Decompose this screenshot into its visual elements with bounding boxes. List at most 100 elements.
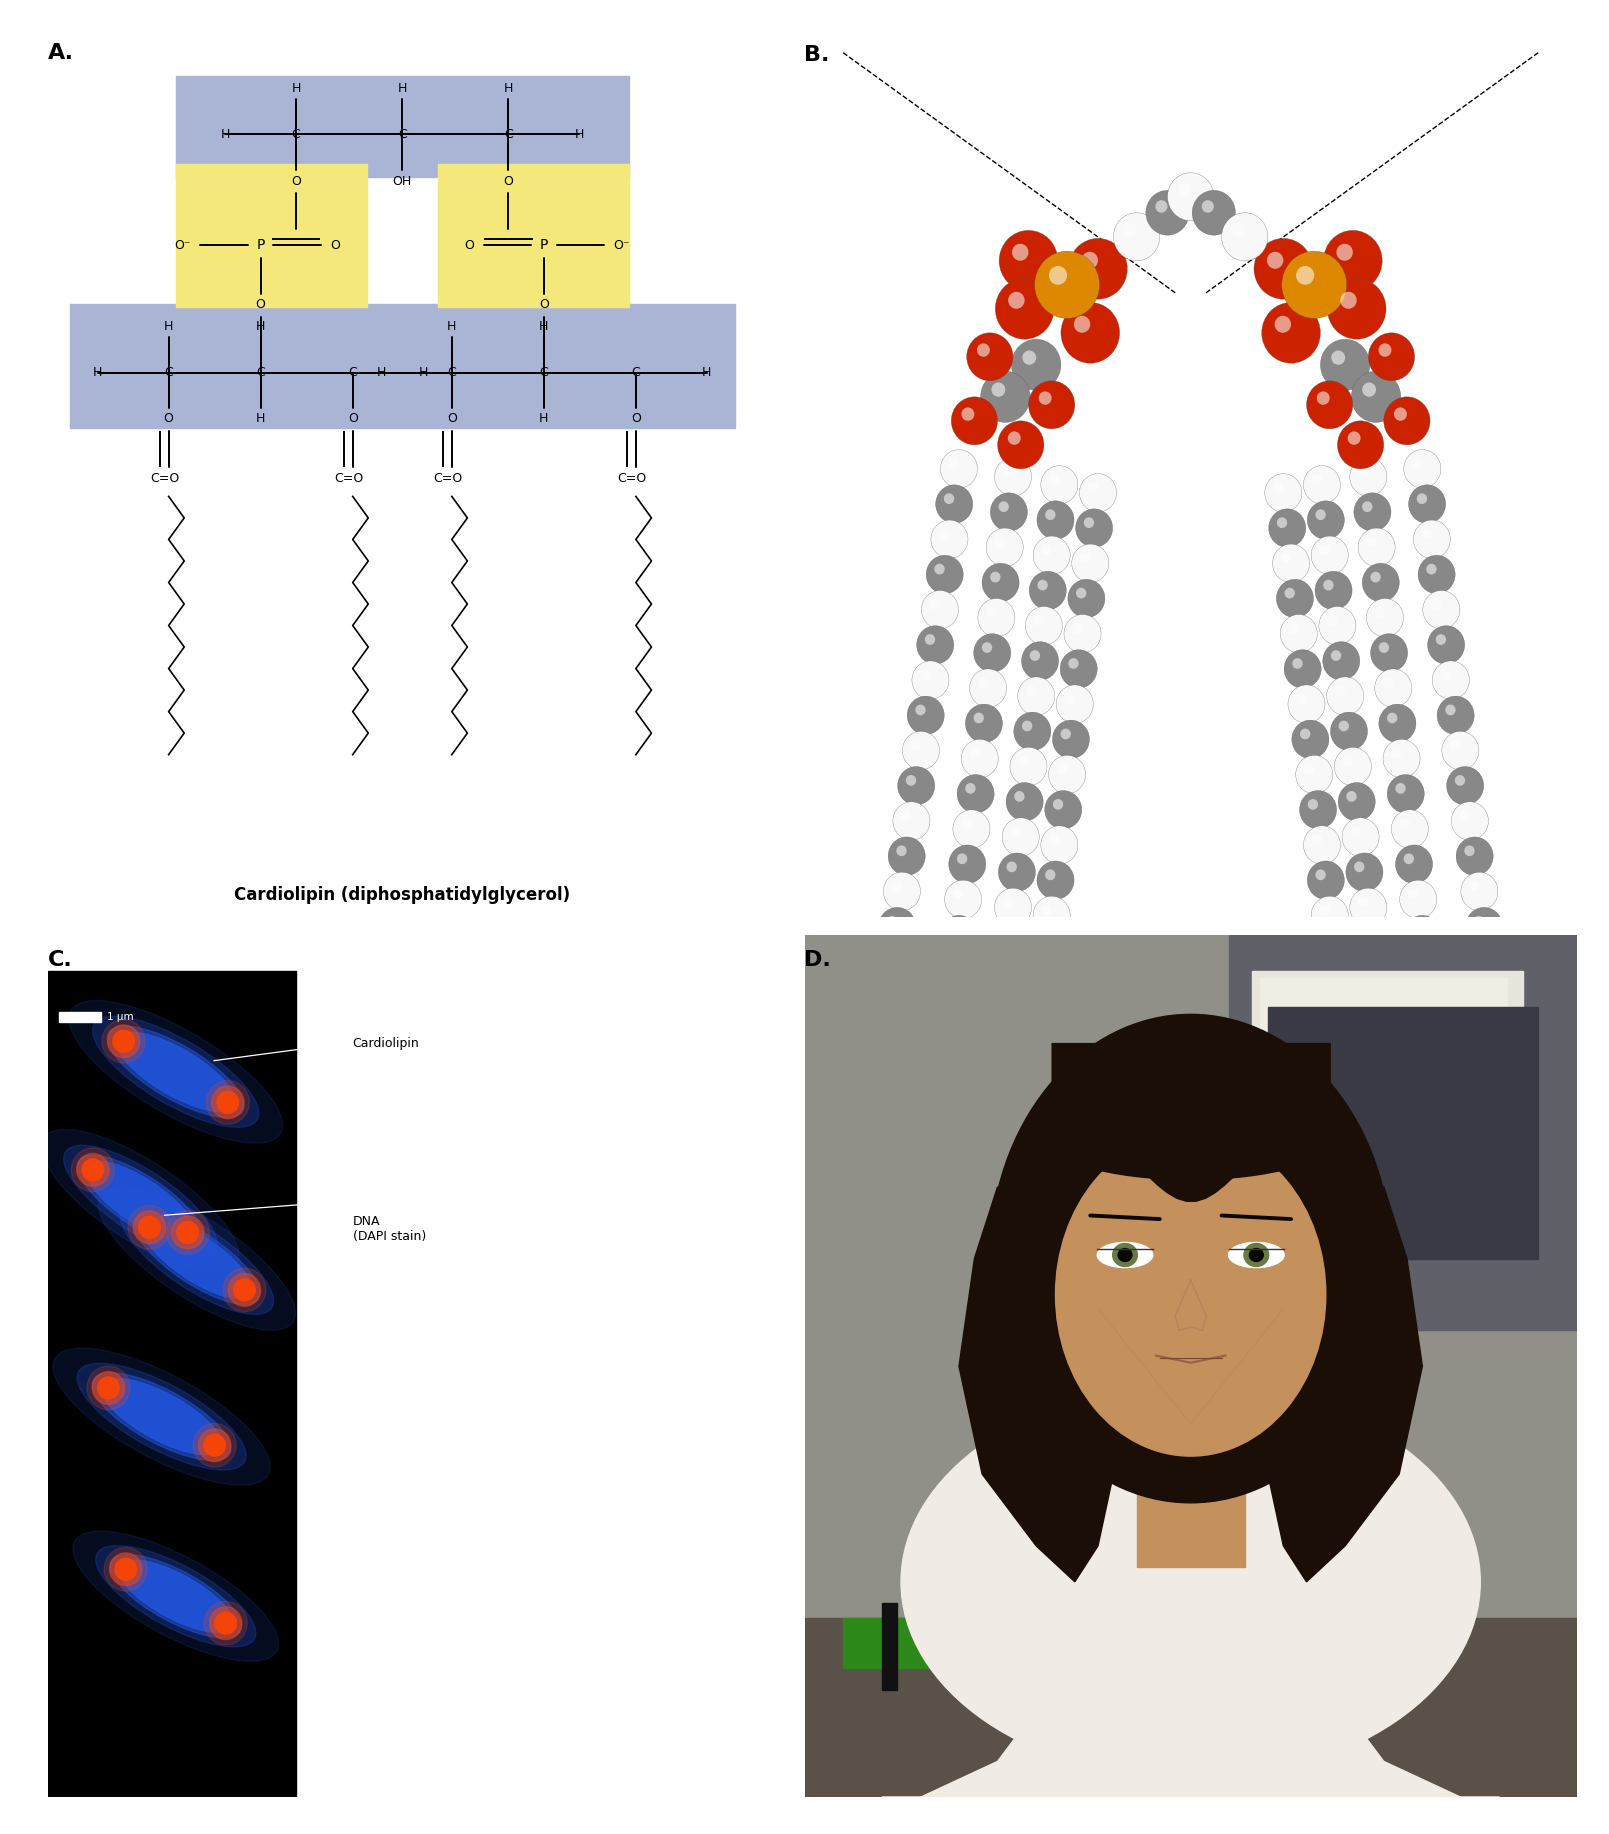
Circle shape — [1265, 473, 1302, 512]
Circle shape — [957, 774, 994, 812]
Circle shape — [1413, 458, 1422, 470]
Ellipse shape — [216, 1612, 237, 1634]
Ellipse shape — [204, 1434, 225, 1456]
Text: C: C — [504, 128, 513, 141]
Circle shape — [1379, 343, 1392, 358]
Text: C=O: C=O — [151, 471, 180, 484]
Circle shape — [1379, 704, 1416, 743]
Ellipse shape — [172, 1216, 204, 1249]
Circle shape — [1012, 244, 1028, 260]
Circle shape — [969, 748, 980, 759]
Circle shape — [1009, 292, 1025, 308]
Ellipse shape — [92, 1374, 232, 1460]
Circle shape — [901, 811, 911, 822]
Circle shape — [1323, 580, 1334, 591]
Circle shape — [1311, 834, 1323, 845]
Bar — [438, 163, 629, 308]
Text: C: C — [348, 367, 357, 380]
Circle shape — [1033, 614, 1044, 625]
Circle shape — [973, 635, 1010, 671]
Circle shape — [1307, 501, 1345, 539]
Circle shape — [922, 591, 959, 629]
Circle shape — [953, 889, 964, 899]
Text: H: H — [256, 411, 265, 425]
Text: H: H — [702, 367, 711, 380]
Circle shape — [1316, 510, 1326, 521]
Circle shape — [1080, 473, 1117, 512]
Circle shape — [1408, 889, 1418, 899]
Circle shape — [1076, 587, 1086, 598]
Circle shape — [1221, 213, 1268, 260]
Circle shape — [1046, 510, 1056, 521]
Circle shape — [1422, 591, 1459, 629]
Ellipse shape — [228, 1273, 261, 1306]
Circle shape — [1392, 748, 1401, 759]
Circle shape — [1041, 904, 1052, 915]
Circle shape — [1426, 563, 1437, 574]
Polygon shape — [1268, 1187, 1422, 1581]
Circle shape — [891, 880, 903, 891]
Polygon shape — [959, 1187, 1113, 1581]
Text: H: H — [418, 367, 428, 380]
Circle shape — [1315, 570, 1352, 609]
Circle shape — [1072, 624, 1083, 635]
Circle shape — [944, 880, 981, 919]
Circle shape — [1358, 897, 1368, 908]
Circle shape — [888, 836, 925, 875]
Circle shape — [986, 607, 996, 618]
Circle shape — [1060, 728, 1072, 739]
Ellipse shape — [113, 1031, 134, 1053]
Ellipse shape — [1097, 1242, 1152, 1267]
Ellipse shape — [92, 1372, 124, 1405]
Ellipse shape — [116, 1033, 235, 1111]
Circle shape — [1281, 552, 1290, 563]
Circle shape — [1327, 279, 1385, 339]
Circle shape — [1088, 482, 1097, 493]
Circle shape — [949, 924, 959, 935]
Circle shape — [1347, 790, 1356, 801]
Circle shape — [1345, 853, 1384, 891]
Bar — [60, 1012, 101, 1022]
Circle shape — [949, 458, 959, 470]
Circle shape — [1056, 684, 1094, 723]
Circle shape — [1080, 552, 1091, 563]
Ellipse shape — [77, 1363, 246, 1469]
Circle shape — [1339, 721, 1348, 732]
Circle shape — [1287, 684, 1326, 723]
Polygon shape — [882, 1546, 1500, 1797]
Circle shape — [1474, 915, 1483, 926]
Circle shape — [1044, 790, 1081, 829]
Circle shape — [1303, 763, 1315, 774]
Ellipse shape — [95, 1546, 256, 1647]
Circle shape — [1408, 484, 1445, 523]
Circle shape — [1025, 607, 1062, 646]
Text: Cardiolipin (diphosphatidylglycerol): Cardiolipin (diphosphatidylglycerol) — [235, 886, 570, 904]
Circle shape — [1427, 625, 1464, 664]
Circle shape — [1469, 880, 1479, 891]
Circle shape — [1060, 649, 1097, 688]
Circle shape — [1353, 493, 1392, 532]
Text: C: C — [447, 367, 457, 380]
Bar — [1229, 935, 1577, 1330]
Circle shape — [951, 396, 998, 446]
Circle shape — [1123, 224, 1136, 237]
Circle shape — [978, 598, 1015, 636]
Text: H: H — [164, 321, 174, 334]
Circle shape — [1342, 756, 1353, 767]
Circle shape — [1268, 508, 1307, 547]
Text: O: O — [465, 238, 475, 251]
Circle shape — [1418, 556, 1455, 594]
Circle shape — [927, 556, 964, 594]
Text: C: C — [256, 367, 265, 380]
Text: B.: B. — [804, 44, 830, 64]
Circle shape — [1039, 391, 1052, 405]
Circle shape — [1331, 350, 1345, 365]
Circle shape — [1297, 266, 1315, 284]
Ellipse shape — [990, 1014, 1392, 1502]
Circle shape — [1014, 712, 1051, 750]
Ellipse shape — [217, 1091, 238, 1113]
Ellipse shape — [212, 1086, 245, 1119]
Circle shape — [953, 811, 990, 847]
Ellipse shape — [53, 1348, 270, 1486]
Ellipse shape — [93, 1016, 259, 1128]
